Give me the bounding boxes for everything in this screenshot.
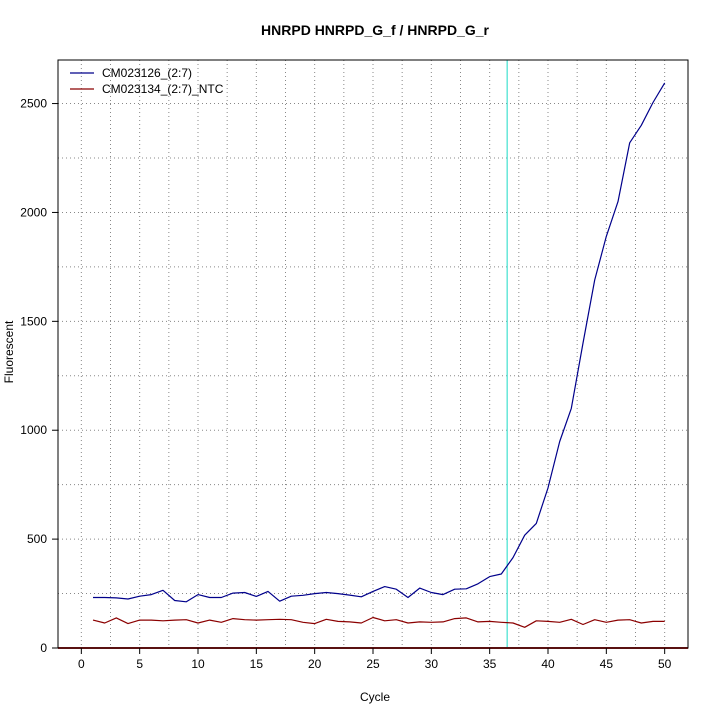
- x-tick-label: 45: [600, 657, 614, 671]
- x-tick-label: 10: [191, 657, 205, 671]
- series-line: [92, 616, 665, 628]
- x-tick-label: 15: [250, 657, 264, 671]
- x-tick-label: 0: [78, 657, 85, 671]
- y-tick-label: 2000: [20, 205, 47, 219]
- x-tick-label: 40: [541, 657, 555, 671]
- y-tick-label: 1000: [20, 423, 47, 437]
- chart-title: HNRPD HNRPD_G_f / HNRPD_G_r: [261, 22, 489, 38]
- x-axis: 0 5 10 15 20 25 30 35 40 45 50: [78, 648, 672, 671]
- y-tick-label: 500: [27, 532, 47, 546]
- x-tick-label: 35: [483, 657, 497, 671]
- y-tick-label: 2500: [20, 97, 47, 111]
- x-tick-label: 5: [136, 657, 143, 671]
- y-axis-label: Fluorescent: [2, 320, 16, 383]
- x-tick-label: 25: [366, 657, 380, 671]
- legend-label: CM023134_(2:7)_NTC: [102, 82, 224, 96]
- legend-label: CM023126_(2:7): [102, 66, 192, 80]
- x-tick-label: 50: [658, 657, 672, 671]
- series-lines: [92, 82, 666, 628]
- x-tick-label: 20: [308, 657, 322, 671]
- y-tick-label: 0: [40, 641, 47, 655]
- y-tick-label: 1500: [20, 314, 47, 328]
- x-tick-label: 30: [425, 657, 439, 671]
- x-axis-label: Cycle: [360, 690, 390, 704]
- series-line: [93, 82, 666, 603]
- grid: [58, 60, 688, 648]
- legend: CM023126_(2:7) CM023134_(2:7)_NTC: [70, 66, 224, 96]
- y-axis: 0 500 1000 1500 2000 2500: [20, 97, 58, 655]
